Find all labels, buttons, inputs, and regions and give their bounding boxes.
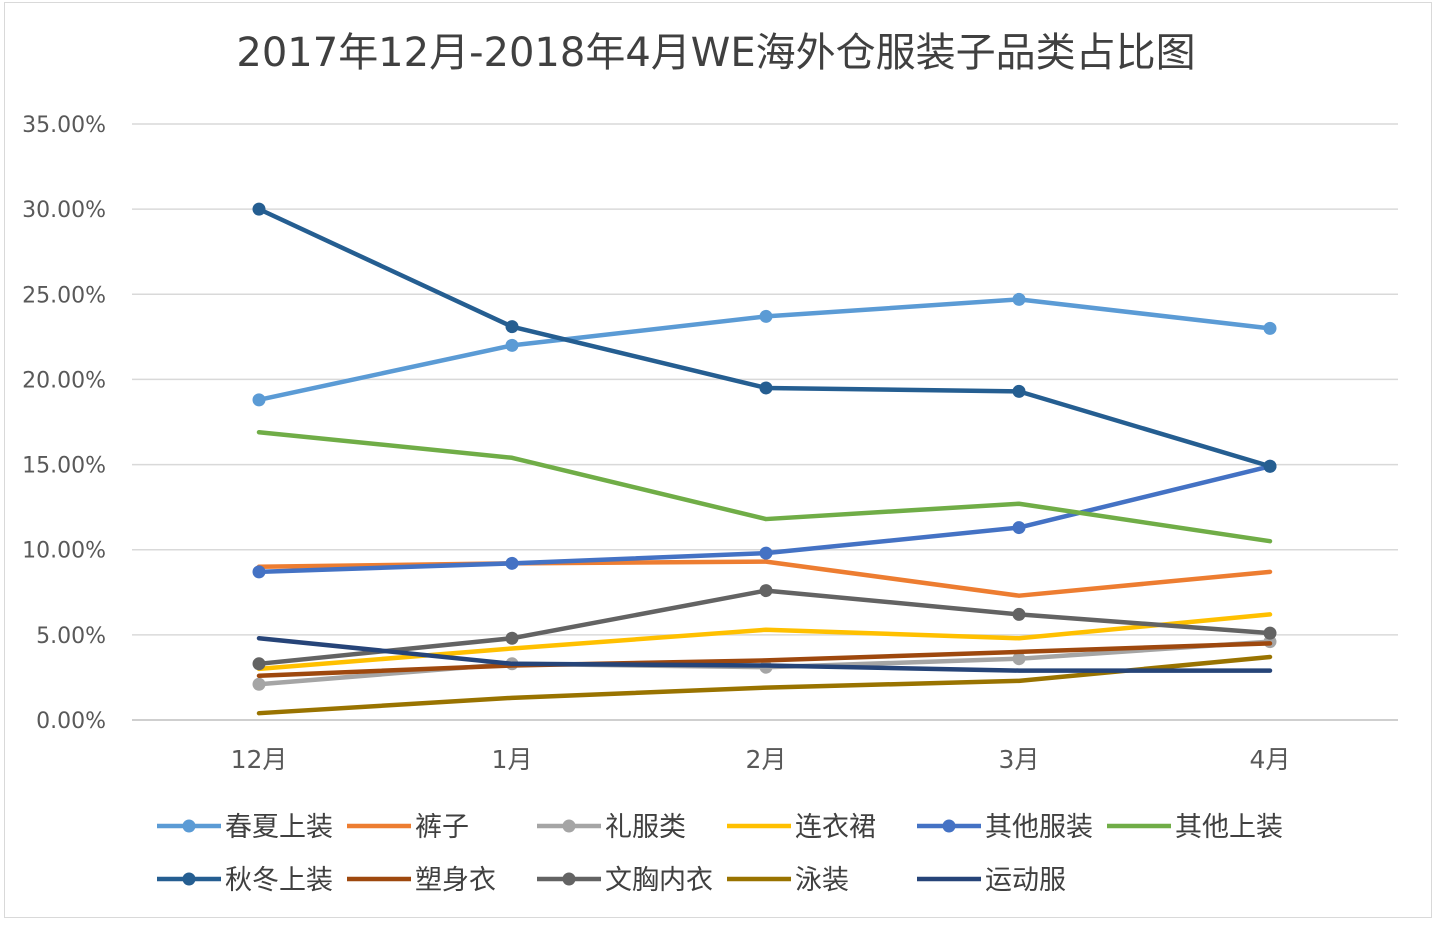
y-tick-label: 20.00% — [22, 368, 106, 393]
legend-label: 塑身衣 — [415, 865, 496, 896]
legend-label: 文胸内衣 — [605, 865, 713, 896]
series-line — [256, 641, 1273, 678]
y-tick-label: 5.00% — [36, 624, 106, 649]
legend-item[interactable]: 运动服 — [917, 865, 1066, 896]
legend-label: 礼服类 — [605, 812, 686, 843]
series-10 — [256, 654, 1273, 716]
x-tick-label: 2月 — [746, 745, 787, 774]
data-point — [1012, 521, 1026, 535]
y-axis-tick-labels: 0.00% 5.00% 10.00% 15.00% 20.00% 25.00% 30.00%… — [22, 113, 106, 734]
data-point — [505, 338, 519, 352]
legend-marker — [182, 819, 196, 833]
data-point — [505, 556, 519, 570]
legend-label: 裤子 — [415, 812, 469, 843]
data-point — [1263, 321, 1277, 335]
y-tick-label: 10.00% — [22, 539, 106, 564]
data-point — [759, 546, 773, 560]
legend-label: 其他服装 — [985, 812, 1093, 843]
chart-frame — [4, 2, 1432, 918]
data-point — [1012, 652, 1026, 666]
data-point — [252, 393, 266, 407]
legend-item[interactable]: 其他服装 — [917, 812, 1093, 843]
legend-marker — [562, 819, 576, 833]
series-1 — [252, 292, 1277, 407]
data-point — [252, 202, 266, 216]
data-point — [1263, 626, 1277, 640]
x-tick-label: 3月 — [999, 745, 1040, 774]
legend-label: 春夏上装 — [225, 812, 333, 843]
series-11 — [256, 636, 1273, 673]
gridlines — [132, 123, 1398, 721]
y-tick-label: 35.00% — [22, 113, 106, 138]
legend-item[interactable]: 春夏上装 — [157, 812, 333, 843]
x-tick-label: 4月 — [1250, 745, 1291, 774]
series-3 — [252, 635, 1277, 691]
data-point — [505, 320, 519, 334]
legend-item[interactable]: 文胸内衣 — [537, 865, 713, 896]
data-point — [1012, 292, 1026, 306]
data-point — [252, 657, 266, 671]
data-point — [505, 631, 519, 645]
data-point — [1012, 384, 1026, 398]
legend-item[interactable]: 秋冬上装 — [157, 865, 333, 896]
legend-item[interactable]: 礼服类 — [537, 812, 686, 843]
data-point — [1263, 459, 1277, 473]
data-point — [1012, 607, 1026, 621]
y-tick-label: 30.00% — [22, 198, 106, 223]
series-lines — [252, 202, 1277, 716]
series-7 — [252, 202, 1277, 473]
chart-title: 2017年12月-2018年4月WE海外仓服装子品类占比图 — [236, 30, 1195, 76]
legend-marker — [182, 872, 196, 886]
legend-item[interactable]: 连衣裙 — [727, 812, 876, 843]
legend-marker — [942, 819, 956, 833]
series-line — [256, 654, 1273, 716]
series-line — [256, 429, 1273, 544]
legend-label: 秋冬上装 — [225, 865, 333, 896]
data-point — [252, 677, 266, 691]
series-line — [256, 206, 1273, 469]
series-line — [256, 636, 1273, 673]
legend-item[interactable]: 其他上装 — [1107, 812, 1283, 843]
series-9 — [252, 584, 1277, 671]
data-point — [759, 381, 773, 395]
legend-item[interactable]: 裤子 — [347, 812, 469, 843]
legend-label: 其他上装 — [1175, 812, 1283, 843]
data-point — [252, 565, 266, 579]
x-tick-label: 1月 — [492, 745, 533, 774]
y-tick-label: 15.00% — [22, 454, 106, 479]
legend-label: 运动服 — [985, 865, 1066, 896]
legend-label: 连衣裙 — [795, 812, 876, 843]
x-tick-label: 12月 — [231, 745, 288, 774]
series-6 — [256, 429, 1273, 544]
x-axis-tick-labels: 12月 1月 2月 3月 4月 — [231, 745, 1291, 774]
series-8 — [256, 641, 1273, 678]
legend-item[interactable]: 塑身衣 — [347, 865, 496, 896]
legend-item[interactable]: 泳装 — [727, 865, 849, 896]
legend-label: 泳装 — [795, 865, 849, 896]
y-tick-label: 0.00% — [36, 709, 106, 734]
y-tick-label: 25.00% — [22, 283, 106, 308]
legend-marker — [562, 872, 576, 886]
data-point — [759, 584, 773, 598]
data-point — [759, 309, 773, 323]
